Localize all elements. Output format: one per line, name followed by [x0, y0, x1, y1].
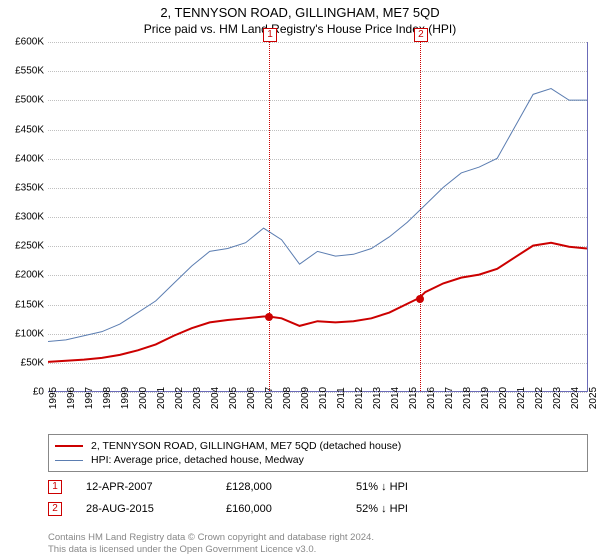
event-num-box: 1: [48, 480, 62, 494]
chart-subtitle: Price paid vs. HM Land Registry's House …: [0, 20, 600, 40]
y-tick-label: £500K: [15, 95, 44, 106]
legend-label: 2, TENNYSON ROAD, GILLINGHAM, ME7 5QD (d…: [91, 440, 401, 452]
legend-item: 2, TENNYSON ROAD, GILLINGHAM, ME7 5QD (d…: [55, 439, 581, 453]
plot-area: 12: [48, 42, 588, 392]
chart-container: 2, TENNYSON ROAD, GILLINGHAM, ME7 5QD Pr…: [0, 0, 600, 560]
event-marker-box: 1: [263, 28, 277, 42]
footer-line2: This data is licensed under the Open Gov…: [48, 544, 374, 556]
y-tick-label: £250K: [15, 241, 44, 252]
series-property_price: [48, 243, 587, 362]
x-axis-labels: 1995199619971998199920002001200220032004…: [48, 394, 588, 434]
events-table: 1 12-APR-2007£128,00051% ↓ HPI 2 28-AUG-201…: [48, 476, 588, 520]
legend-item: HPI: Average price, detached house, Medw…: [55, 453, 581, 467]
series-hpi: [48, 89, 587, 342]
y-axis-labels: £0£50K£100K£150K£200K£250K£300K£350K£400…: [0, 42, 46, 392]
legend-label: HPI: Average price, detached house, Medw…: [91, 454, 304, 466]
legend-swatch: [55, 460, 83, 461]
chart-title: 2, TENNYSON ROAD, GILLINGHAM, ME7 5QD: [0, 0, 600, 20]
event-delta: 51% ↓ HPI: [356, 481, 496, 493]
event-date: 28-AUG-2015: [86, 503, 226, 515]
legend-swatch: [55, 445, 83, 447]
chart-svg: [48, 42, 587, 391]
y-tick-label: £50K: [21, 357, 44, 368]
y-tick-label: £550K: [15, 66, 44, 77]
y-tick-label: £300K: [15, 212, 44, 223]
legend: 2, TENNYSON ROAD, GILLINGHAM, ME7 5QD (d…: [48, 434, 588, 472]
footer-attribution: Contains HM Land Registry data © Crown c…: [48, 532, 374, 556]
event-date: 12-APR-2007: [86, 481, 226, 493]
event-delta: 52% ↓ HPI: [356, 503, 496, 515]
y-tick-label: £450K: [15, 124, 44, 135]
event-price: £128,000: [226, 481, 356, 493]
y-tick-label: £0: [33, 387, 44, 398]
event-price: £160,000: [226, 503, 356, 515]
event-row: 2 28-AUG-2015£160,00052% ↓ HPI: [48, 498, 588, 520]
y-tick-label: £150K: [15, 299, 44, 310]
event-marker-box: 2: [414, 28, 428, 42]
y-tick-label: £600K: [15, 37, 44, 48]
y-tick-label: £100K: [15, 328, 44, 339]
x-tick-label: 2025: [588, 387, 599, 409]
price-marker-dot: [416, 295, 424, 303]
y-tick-label: £350K: [15, 182, 44, 193]
y-tick-label: £200K: [15, 270, 44, 281]
price-marker-dot: [265, 313, 273, 321]
footer-line1: Contains HM Land Registry data © Crown c…: [48, 532, 374, 544]
y-tick-label: £400K: [15, 153, 44, 164]
event-row: 1 12-APR-2007£128,00051% ↓ HPI: [48, 476, 588, 498]
event-num-box: 2: [48, 502, 62, 516]
